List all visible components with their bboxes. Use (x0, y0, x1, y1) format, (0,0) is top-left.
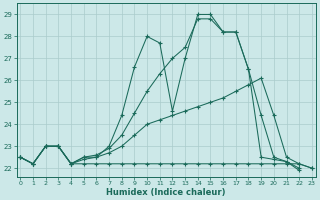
X-axis label: Humidex (Indice chaleur): Humidex (Indice chaleur) (106, 188, 226, 197)
